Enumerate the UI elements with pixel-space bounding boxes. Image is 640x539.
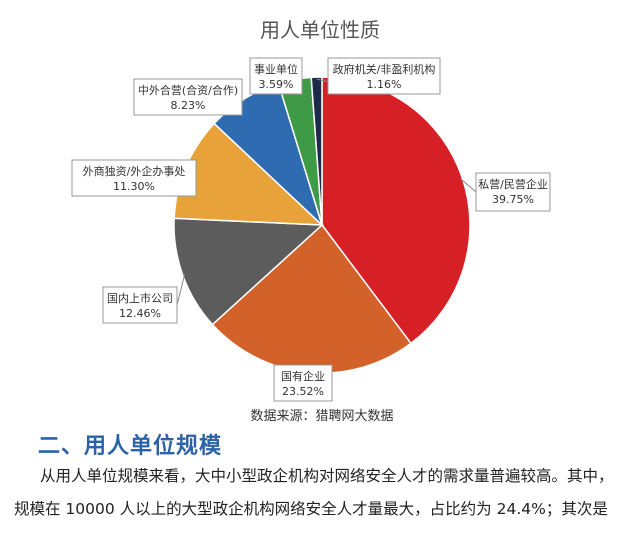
slice-category-label-4: 外商独资/外企办事处 <box>83 164 186 178</box>
pie-slices <box>173 76 471 374</box>
pie-callouts: 私营/民营企业 39.75% 国有企业 23.52% 国内上市公司 12.46% 外商独资/… <box>71 57 551 402</box>
pie-slice-7 <box>310 76 323 226</box>
callout-box-6 <box>249 57 303 95</box>
section-heading: 二、用人单位规模 <box>38 434 223 459</box>
pie-chart-svg: 用人单位性质 私营/民营企业 39.75% 国有企业 23.52% 国内上市公司 12.4… <box>71 18 551 424</box>
slice-category-label-1: 私营/民营企业 <box>478 177 548 191</box>
callout-box-3 <box>102 286 178 324</box>
callout-box-7 <box>327 57 441 95</box>
callout-box-4 <box>71 159 197 197</box>
callout-box-2 <box>273 364 333 402</box>
pie-chart: 用人单位性质 私营/民营企业 39.75% 国有企业 23.52% 国内上市公司 12.4… <box>71 18 551 424</box>
slice-value-label-3: 12.46% <box>119 307 161 320</box>
paragraph-line-1: 从用人单位规模来看，大中小型政企机构对网络安全人才的需求量普遍较高。其中， <box>40 467 614 485</box>
slice-category-label-6: 事业单位 <box>254 62 298 76</box>
callout-leader-3 <box>176 274 186 306</box>
slice-category-label-5: 中外合营(合资/合作) <box>138 83 238 97</box>
slice-value-label-1: 39.75% <box>492 193 534 206</box>
callout-box-1 <box>475 172 551 212</box>
slice-category-label-7: 政府机关/非盈利机构 <box>333 62 436 76</box>
callout-leader-1 <box>460 178 477 193</box>
pie-slice-3 <box>173 217 324 326</box>
slice-category-label-3: 国内上市公司 <box>107 291 173 305</box>
chart-source: 数据来源：猎聘网大数据 <box>250 409 393 424</box>
slice-value-label-7: 1.16% <box>367 78 402 91</box>
slice-category-label-2: 国有企业 <box>281 369 325 383</box>
slice-value-label-4: 11.30% <box>113 180 155 193</box>
slice-value-label-2: 23.52% <box>282 385 324 398</box>
slice-value-label-6: 3.59% <box>259 78 294 91</box>
slice-value-label-5: 8.23% <box>171 99 206 112</box>
callout-box-5 <box>133 78 243 116</box>
chart-title: 用人单位性质 <box>260 18 380 42</box>
paragraph-line-2: 规模在 10000 人以上的大型政企机构网络安全人才量最大，占比约为 24.4%… <box>14 500 608 518</box>
